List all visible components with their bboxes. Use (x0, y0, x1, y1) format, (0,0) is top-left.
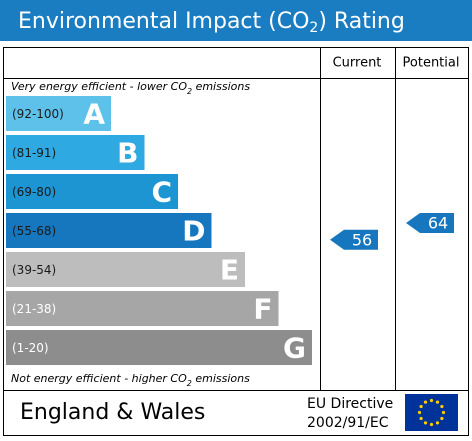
star (423, 421, 428, 425)
band (6, 96, 111, 131)
title-bar (0, 0, 472, 41)
band-letter: F (253, 293, 272, 326)
band (6, 174, 178, 209)
star (440, 416, 444, 421)
directive: 2002/91/EC (307, 415, 389, 431)
star (417, 410, 422, 415)
rating-arrow (330, 229, 378, 250)
star (429, 422, 434, 427)
star (440, 404, 444, 409)
band-range: (69-80) (12, 185, 56, 199)
band (6, 213, 212, 248)
star (419, 416, 423, 421)
band-range: (39-54) (12, 263, 56, 277)
directive: EU Directive (307, 396, 393, 412)
star (419, 404, 423, 409)
rating-value: 56 (352, 230, 372, 249)
rating-value: 64 (428, 214, 448, 233)
column-header: Potential (403, 56, 460, 71)
column-header: Current (333, 56, 382, 71)
band-range: (92-100) (12, 107, 64, 121)
star (435, 400, 440, 404)
band-letter: B (117, 137, 138, 170)
band (6, 330, 312, 365)
frame (3, 47, 469, 436)
band-range: (1-20) (12, 341, 49, 355)
region: England & Wales (20, 400, 205, 425)
star (429, 398, 434, 403)
band (6, 135, 145, 170)
band (6, 291, 279, 326)
top-note: Very energy efficient - lower CO2 emissi… (11, 80, 250, 96)
band-letter: D (182, 215, 205, 248)
eu-flag (405, 394, 458, 431)
star (441, 410, 446, 415)
band-range: (81-91) (12, 146, 56, 160)
band-range: (55-68) (12, 224, 56, 238)
band-letter: A (83, 98, 105, 131)
title: Environmental Impact (CO2) Rating (18, 9, 405, 36)
band-letter: G (283, 332, 306, 365)
rating-arrow (406, 213, 454, 233)
band-range: (21-38) (12, 302, 56, 316)
band-letter: C (151, 176, 172, 209)
band (6, 252, 245, 287)
band-letter: E (220, 254, 239, 287)
star (435, 421, 440, 425)
bottom-note: Not energy efficient - higher CO2 emissi… (11, 372, 250, 388)
star (423, 400, 428, 404)
